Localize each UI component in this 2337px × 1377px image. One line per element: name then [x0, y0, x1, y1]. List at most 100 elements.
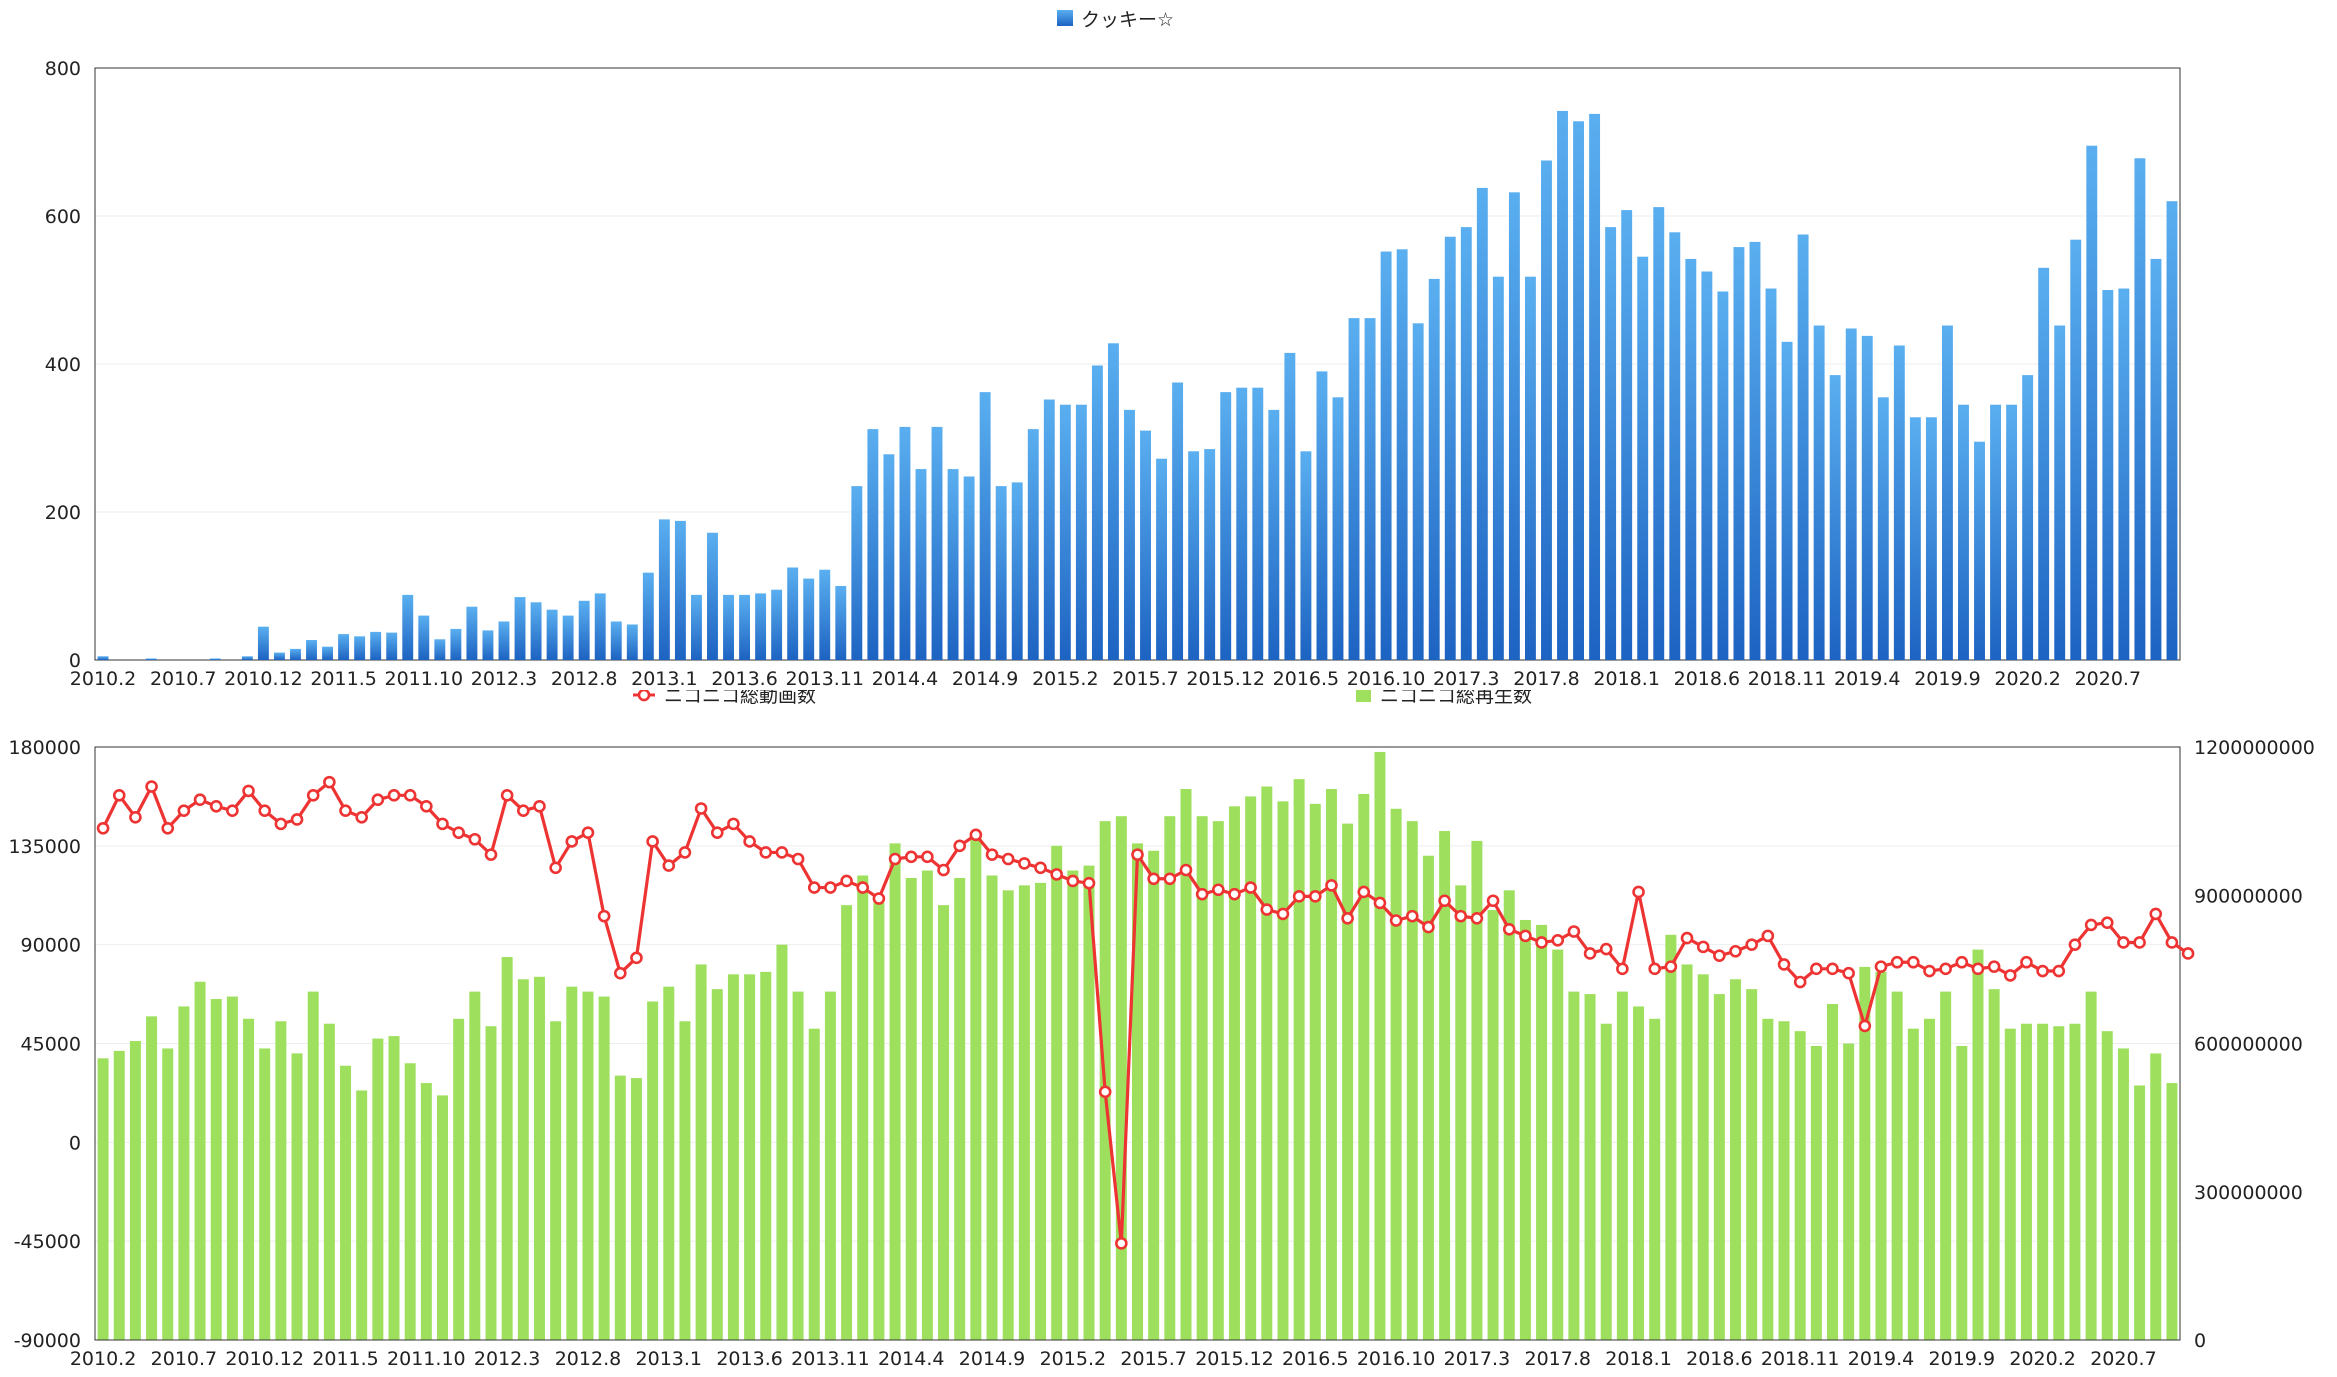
- bar: [1972, 949, 1984, 1340]
- line-point: [484, 848, 498, 861]
- line-point: [1308, 890, 1322, 903]
- bar: [402, 594, 414, 660]
- line-point: [937, 863, 950, 877]
- bar: [1893, 345, 1905, 660]
- bar: [1584, 994, 1596, 1340]
- bar: [578, 600, 590, 660]
- bar: [1245, 796, 1257, 1340]
- line-point: [1955, 955, 1969, 969]
- line-point: [209, 800, 223, 813]
- y-tick-label-left: 90000: [21, 935, 81, 957]
- bar: [931, 426, 943, 660]
- bar: [1268, 409, 1280, 660]
- bar: [530, 602, 542, 660]
- bar: [2150, 1053, 2162, 1340]
- line-point: [1939, 962, 1952, 976]
- line-point: [1923, 964, 1936, 978]
- line-point: [1212, 883, 1225, 897]
- x-tick-label: 2016.10: [1347, 668, 1426, 690]
- line-point: [694, 802, 708, 815]
- line-point: [452, 826, 465, 839]
- bar: [1669, 232, 1681, 660]
- bar: [1925, 417, 1937, 660]
- bar: [1813, 325, 1825, 660]
- x-tick-label: 2018.6: [1686, 1348, 1752, 1370]
- line-point: [775, 846, 789, 859]
- bar: [241, 656, 253, 660]
- bar: [1941, 325, 1953, 660]
- x-tick-label: 2020.7: [2075, 668, 2141, 690]
- bar: [307, 991, 319, 1340]
- x-tick-label: 2018.1: [1593, 668, 1659, 690]
- x-tick-label: 2010.2: [70, 668, 136, 690]
- bar: [1503, 890, 1515, 1340]
- bar: [1406, 821, 1418, 1340]
- bar: [1018, 885, 1030, 1340]
- bar: [372, 1038, 384, 1340]
- line-point: [193, 793, 207, 807]
- bar: [1568, 991, 1580, 1340]
- line-point: [306, 789, 320, 802]
- bar: [2037, 1023, 2049, 1340]
- line-point: [1680, 931, 1694, 945]
- x-tick-label: 2019.4: [1834, 668, 1900, 690]
- bar: [1027, 429, 1039, 660]
- bar: [533, 976, 545, 1340]
- line-point: [500, 789, 514, 802]
- line-point: [1502, 922, 1516, 936]
- bar: [1697, 974, 1709, 1340]
- bar: [2085, 991, 2097, 1340]
- x-tick-label: 2010.7: [151, 1348, 217, 1370]
- line-point: [1373, 896, 1387, 910]
- bar: [145, 658, 157, 660]
- line-point: [1583, 947, 1597, 960]
- bar: [947, 469, 959, 660]
- line-point: [1405, 909, 1419, 923]
- bar: [630, 1078, 642, 1340]
- bar: [2134, 158, 2146, 660]
- line-point: [290, 813, 304, 826]
- bar: [146, 1016, 158, 1340]
- line-point: [1357, 885, 1371, 899]
- bar: [291, 1053, 303, 1340]
- y-tick-label-right: 600000000: [2194, 1034, 2303, 1056]
- bar: [1487, 910, 1499, 1340]
- x-tick-label: 2012.3: [474, 1348, 540, 1370]
- bar: [1794, 1031, 1806, 1340]
- bar: [1541, 160, 1552, 660]
- line-point: [1115, 1237, 1128, 1250]
- bar: [1107, 343, 1119, 660]
- line-point: [872, 892, 886, 905]
- x-tick-label: 2017.8: [1513, 668, 1579, 690]
- line-point: [436, 817, 449, 831]
- x-tick-label: 2014.4: [872, 668, 938, 690]
- line-point: [678, 846, 692, 859]
- bar: [1665, 934, 1677, 1340]
- line-point: [662, 859, 676, 872]
- bar: [2054, 325, 2066, 660]
- bar: [450, 628, 462, 660]
- line-point: [242, 784, 255, 798]
- x-tick-label: 2020.2: [2009, 1348, 2075, 1370]
- x-tick-label: 2014.9: [959, 1348, 1025, 1370]
- bar: [1605, 227, 1617, 660]
- x-tick-label: 2013.6: [711, 668, 777, 690]
- line-point: [1971, 962, 1985, 976]
- x-tick-label: 2020.7: [2090, 1348, 2156, 1370]
- line-point: [1907, 955, 1920, 969]
- line-point: [2133, 936, 2146, 949]
- line-point: [387, 789, 401, 802]
- line-point: [517, 804, 530, 817]
- bar: [594, 593, 606, 660]
- bar: [841, 905, 853, 1340]
- line-point: [581, 826, 595, 839]
- y-tick-label-left: -45000: [14, 1231, 81, 1253]
- line-point: [888, 852, 902, 866]
- line-point: [1987, 960, 2001, 973]
- line-point: [2181, 947, 2195, 960]
- bar: [1051, 845, 1063, 1340]
- bar: [2102, 290, 2114, 660]
- bar: [1011, 482, 1023, 660]
- line-point: [1422, 920, 1435, 934]
- bar: [582, 991, 594, 1340]
